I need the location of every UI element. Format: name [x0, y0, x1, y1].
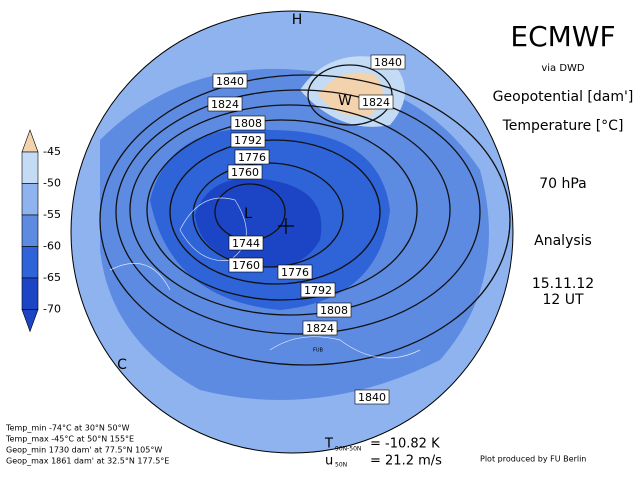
contour-label-box [212, 73, 248, 89]
contour-label: 1808 [320, 304, 348, 317]
contour-label-box [234, 149, 270, 165]
contour-label: 1792 [304, 284, 332, 297]
index-sub: 50N [335, 462, 347, 469]
contour-label: 1760 [232, 259, 260, 272]
contour-label-box [354, 389, 390, 405]
pressure-marker: H [292, 12, 303, 28]
stat-line: Temp_min -74°C at 30°N 50°W [5, 424, 130, 433]
legend-label: -55 [43, 208, 61, 221]
map-border [70, 10, 514, 454]
index-sub: 90N-50N [335, 446, 361, 453]
contour-label: 1792 [234, 134, 262, 147]
index-symbol: u [325, 454, 333, 469]
stat-line: Geop_max 1861 dam' at 32.5°N 177.5°E [6, 457, 169, 466]
contour-label-box [300, 282, 336, 298]
contour-label: 1840 [358, 391, 386, 404]
legend-label: -65 [43, 271, 61, 284]
contour-label: 1808 [234, 117, 262, 130]
legend-label: -60 [43, 240, 61, 253]
title: ECMWF [510, 20, 615, 53]
legend-cap [21, 309, 39, 333]
contour-label-box [316, 302, 352, 318]
center-cross [278, 218, 294, 234]
credit: Plot produced by FU Berlin [480, 455, 586, 464]
map-disk [71, 11, 513, 453]
legend-band [21, 151, 39, 184]
contour-label: 1840 [374, 56, 402, 69]
field-label: Geopotential [dam'] [493, 89, 634, 105]
contour-label: 1776 [281, 266, 309, 279]
contour-label: 1840 [216, 75, 244, 88]
index-value: = 21.2 m/s [370, 454, 442, 469]
contour-label: 1824 [362, 96, 390, 109]
contour-label-box [302, 320, 338, 336]
legend-band [21, 183, 39, 216]
contour-label-box [370, 54, 406, 70]
contour-label: 1760 [231, 166, 259, 179]
stats: Temp_min -74°C at 30°N 50°W Temp_max -45°… [5, 424, 169, 466]
pressure-marker: W [338, 93, 352, 109]
contour-label: 1744 [232, 237, 260, 250]
legend-band [21, 277, 39, 310]
city-label: FUB [313, 348, 324, 354]
legend-label: -50 [43, 177, 61, 190]
source: via DWD [541, 63, 585, 74]
contour-label-box [227, 164, 263, 180]
index-symbol: T [324, 437, 333, 452]
level: 70 hPa [539, 176, 587, 192]
contour-label-box [207, 96, 243, 112]
contour-label-box [277, 264, 313, 280]
contour-label-box [230, 132, 266, 148]
contour-label: 1776 [238, 151, 266, 164]
index-value: = -10.82 K [370, 437, 440, 452]
pressure-marker: L [244, 206, 252, 222]
pressure-marker: C [117, 357, 127, 373]
date: 15.11.12 [532, 276, 594, 292]
legend-label: -70 [43, 303, 61, 316]
contour-label: 1824 [211, 98, 239, 111]
stat-line: Temp_max -45°C at 50°N 155°E [5, 435, 134, 444]
analysis: Analysis [534, 233, 592, 249]
map-markers: H W L C [117, 12, 352, 373]
contour-label-box [230, 115, 266, 131]
legend-band [21, 214, 39, 247]
contour-labels: 1840 1824 1808 1792 1776 1760 1744 1760 1776 1792… [207, 54, 406, 405]
contour-label: 1824 [306, 322, 334, 335]
contour-label-box [228, 257, 264, 273]
legend-label: -45 [43, 145, 61, 158]
field-label: Temperature [°C] [502, 118, 624, 134]
legend-band [21, 246, 39, 279]
stat-line: Geop_min 1730 dam' at 77.5°N 105°W [6, 446, 162, 455]
legend-cap [21, 129, 39, 153]
contour-label-box [228, 235, 264, 251]
color-legend: -45 -50 -55 -60 -65 -70 [21, 129, 61, 333]
contour-label-box [358, 94, 394, 110]
time: 12 UT [542, 292, 584, 308]
